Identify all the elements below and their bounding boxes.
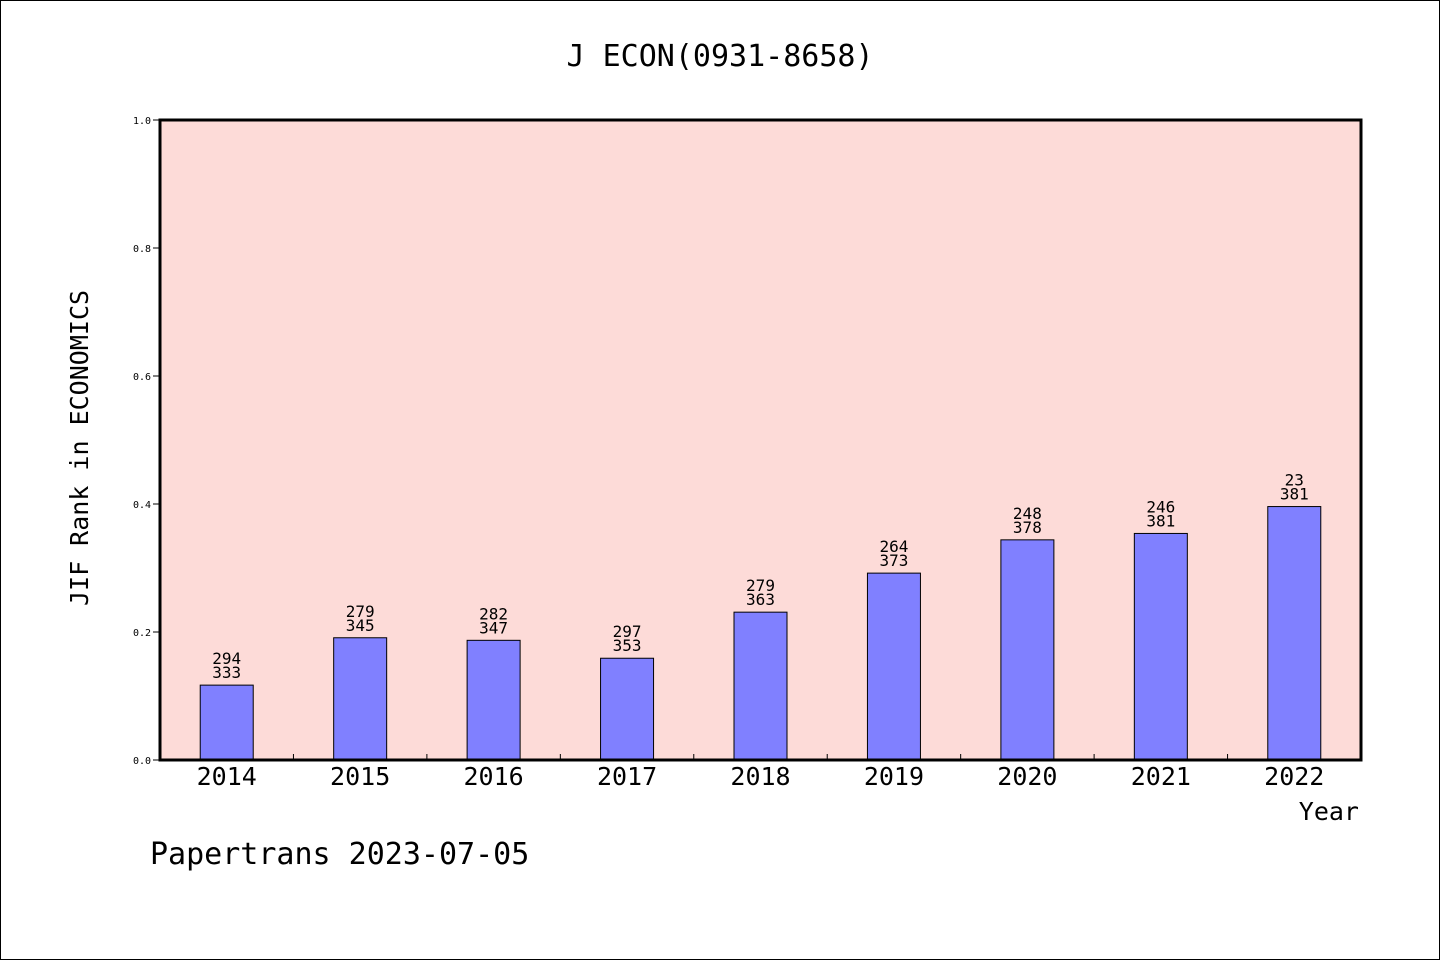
bar-total-label: 347 xyxy=(479,618,508,637)
bar-2017 xyxy=(600,657,655,761)
plot-border xyxy=(158,118,1363,762)
x-axis-label: Year xyxy=(1299,797,1359,826)
bar-rank-label: 246 xyxy=(1146,497,1175,516)
bar-2016 xyxy=(466,639,521,761)
bar-rank-label: 294 xyxy=(212,649,241,668)
x-tick-label: 2014 xyxy=(197,762,257,791)
bar-rank-label: 248 xyxy=(1013,504,1042,523)
y-tick-label: 0.0 xyxy=(133,756,151,767)
x-tick-label: 2019 xyxy=(864,762,924,791)
y-tick-label: 0.6 xyxy=(133,372,151,383)
bar-2019 xyxy=(866,572,921,761)
bar-total-label: 353 xyxy=(613,636,642,655)
x-tick-label: 2015 xyxy=(330,762,390,791)
bar-rank-label: 282 xyxy=(479,604,508,623)
x-tick-label: 2017 xyxy=(597,762,657,791)
y-tick-label: 0.4 xyxy=(133,500,151,511)
bar-total-label: 345 xyxy=(346,616,375,635)
bar-2021 xyxy=(1133,532,1188,761)
bar-rank-label: 279 xyxy=(746,576,775,595)
bar-total-label: 363 xyxy=(746,590,775,609)
bar-2015 xyxy=(333,637,388,761)
y-axis-ticks: 0.0 0.2 0.4 0.6 0.8 1.0 xyxy=(133,116,160,767)
bar-total-label: 381 xyxy=(1280,485,1309,504)
bars-group xyxy=(199,506,1322,761)
bar-total-label: 373 xyxy=(879,551,908,570)
bar-rank-label: 264 xyxy=(879,537,908,556)
bar-2018 xyxy=(733,611,788,761)
x-tick-label: 2020 xyxy=(997,762,1057,791)
bar-total-label: 381 xyxy=(1146,511,1175,530)
x-tick-label: 2021 xyxy=(1131,762,1191,791)
x-tick-label: 2022 xyxy=(1264,762,1324,791)
y-tick-label: 0.8 xyxy=(133,244,151,255)
x-tick-label: 2018 xyxy=(730,762,790,791)
bar-total-label: 333 xyxy=(212,663,241,682)
footer-credit: Papertrans 2023-07-05 xyxy=(150,837,529,872)
y-tick-label: 0.2 xyxy=(133,628,151,639)
bar-2022 xyxy=(1267,506,1322,761)
x-axis-ticks: 2014 2015 2016 2017 2018 2019 2020 2021 2022 xyxy=(197,754,1324,791)
y-axis-label: JIF Rank in ECONOMICS xyxy=(65,290,94,606)
bar-total-label: 378 xyxy=(1013,518,1042,537)
bar-rank-label: 279 xyxy=(346,602,375,621)
bar-rank-label: 23 xyxy=(1285,471,1304,490)
bar-2020 xyxy=(1000,539,1055,761)
x-tick-label: 2016 xyxy=(464,762,524,791)
bar-rank-label: 297 xyxy=(613,622,642,641)
y-tick-label: 1.0 xyxy=(133,116,151,127)
bar-2014 xyxy=(199,684,254,761)
chart-title: J ECON(0931-8658) xyxy=(566,39,873,74)
